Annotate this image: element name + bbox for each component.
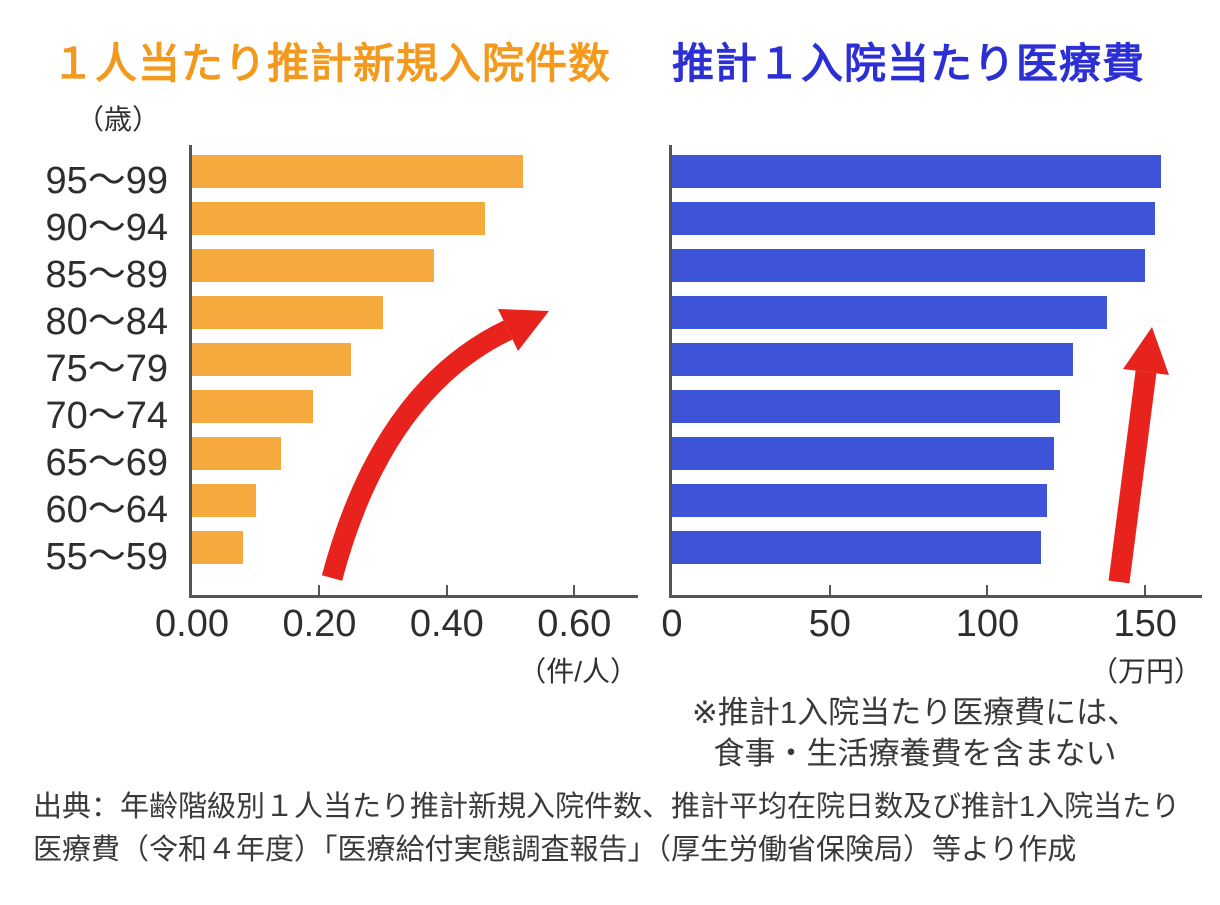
category-label: 60～64 bbox=[45, 489, 168, 531]
bar bbox=[192, 202, 486, 235]
category-label: 70～74 bbox=[45, 395, 168, 437]
x-tick-label: 50 bbox=[808, 603, 851, 645]
x-tick-label: 0 bbox=[661, 603, 683, 645]
x-tick-label: 0.60 bbox=[537, 603, 612, 645]
bar bbox=[672, 390, 1061, 423]
x-tick bbox=[828, 585, 831, 595]
source-line: 医療費（令和４年度）「医療給付実態調査報告」（厚生労働省保険局）等より作成 bbox=[33, 834, 1077, 866]
x-tick-label: 0.20 bbox=[282, 603, 357, 645]
x-tick bbox=[986, 585, 989, 595]
bar bbox=[192, 484, 256, 517]
category-label: 75～79 bbox=[45, 348, 168, 390]
bar bbox=[192, 343, 352, 376]
chart-title-admissions: １人当たり推計新規入院件数 bbox=[52, 40, 612, 87]
footnote: ※推計1入院当たり医療費には、 食事・生活療養費を含まない bbox=[660, 692, 1170, 774]
x-tick bbox=[1144, 585, 1147, 595]
category-label: 55～59 bbox=[45, 536, 168, 578]
source-attribution: 出典：年齢階級別１人当たり推計新規入院件数、推計平均在院日数及び推計1入院当たり… bbox=[33, 786, 1193, 872]
x-axis-unit-label-left: （件/人） bbox=[518, 656, 638, 687]
bar bbox=[192, 531, 243, 564]
bar bbox=[192, 249, 435, 282]
x-axis-unit-label-right: （万円） bbox=[1089, 656, 1202, 687]
x-tick-label: 150 bbox=[1113, 603, 1177, 645]
x-tick-label: 0.40 bbox=[409, 603, 484, 645]
bar bbox=[192, 296, 384, 329]
y-axis bbox=[189, 145, 192, 598]
x-tick-label: 0.00 bbox=[155, 603, 229, 645]
bar bbox=[672, 296, 1108, 329]
bar bbox=[192, 390, 314, 423]
bar bbox=[192, 155, 524, 188]
bar bbox=[672, 155, 1161, 188]
footnote-line: ※推計1入院当たり医療費には、 bbox=[691, 695, 1139, 730]
x-axis bbox=[669, 595, 1202, 598]
category-label: 85～89 bbox=[45, 254, 168, 296]
chart-title-cost: 推計１入院当たり医療費 bbox=[672, 40, 1146, 87]
y-axis bbox=[669, 145, 672, 598]
bar bbox=[672, 484, 1048, 517]
category-label: 65～69 bbox=[45, 442, 168, 484]
bar bbox=[192, 437, 282, 470]
category-label: 90～94 bbox=[45, 207, 168, 249]
footnote-line: 食事・生活療養費を含まない bbox=[713, 736, 1117, 771]
bar bbox=[672, 202, 1155, 235]
y-axis-unit-label: （歳） bbox=[76, 104, 161, 135]
trend-arrow-right-icon bbox=[1108, 327, 1169, 584]
x-axis bbox=[189, 595, 638, 598]
bar bbox=[672, 531, 1042, 564]
x-tick bbox=[573, 585, 576, 595]
bar bbox=[672, 343, 1073, 376]
source-line: 出典：年齢階級別１人当たり推計新規入院件数、推計平均在院日数及び推計1入院当たり bbox=[33, 791, 1181, 823]
x-tick bbox=[445, 585, 448, 595]
x-tick bbox=[318, 585, 321, 595]
category-label: 95～99 bbox=[45, 160, 168, 202]
x-tick-label: 100 bbox=[955, 603, 1020, 645]
category-label: 80～84 bbox=[45, 301, 168, 343]
bar bbox=[672, 437, 1054, 470]
bar bbox=[672, 249, 1146, 282]
trend-arrow-left-icon bbox=[321, 309, 549, 581]
